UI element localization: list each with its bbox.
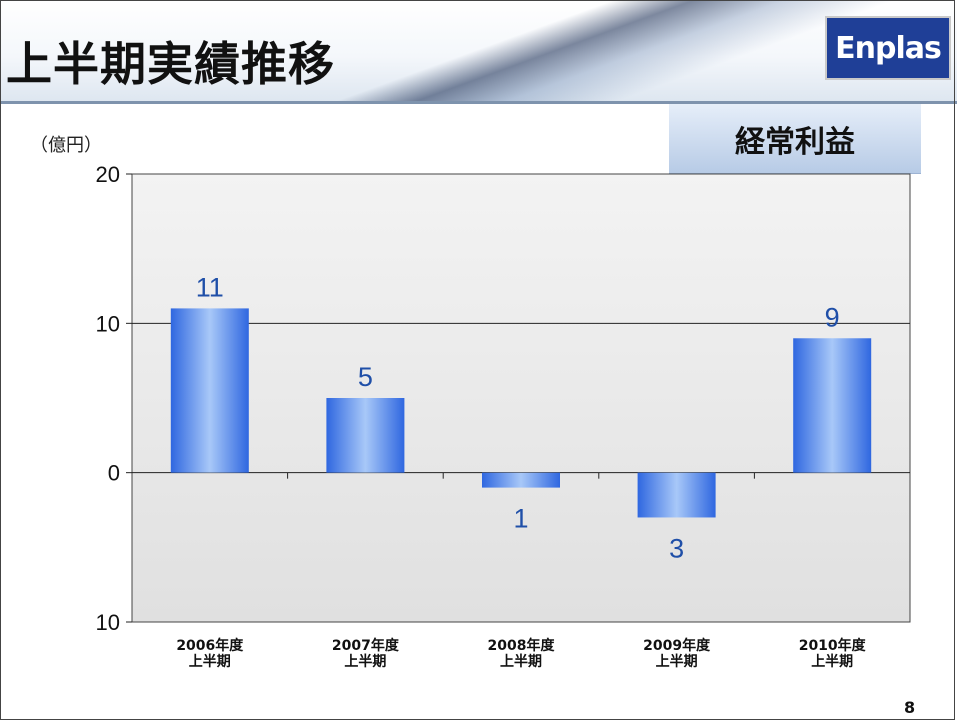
x-category-label: 上半期: [656, 653, 698, 670]
logo-wordmark: Enplas: [835, 30, 942, 66]
y-tick-label: 20: [96, 162, 120, 187]
unit-label: （億円）: [30, 135, 102, 156]
x-category-label: 上半期: [811, 653, 853, 670]
y-tick-label: 0: [108, 461, 120, 486]
title-divider: [0, 101, 957, 104]
data-label: 9: [825, 302, 840, 332]
bar-3: [637, 472, 716, 518]
bar-1: [326, 398, 405, 473]
x-category-label: 上半期: [500, 653, 542, 670]
company-logo: Enplas: [825, 16, 951, 80]
y-tick-label: 10: [96, 610, 120, 635]
data-label: 3: [669, 533, 684, 563]
data-label: 11: [196, 272, 224, 302]
y-tick-label: 10: [96, 311, 120, 336]
x-category-label: 上半期: [344, 653, 386, 670]
data-label: 5: [358, 362, 373, 392]
x-category-label: 2009年度: [643, 637, 711, 654]
x-category-label: 2008年度: [488, 637, 556, 654]
bar-4: [793, 338, 872, 473]
bar-0: [170, 308, 249, 473]
metric-label-box: 経常利益: [669, 104, 921, 174]
page-number: 8: [904, 698, 916, 717]
x-category-label: 2006年度: [176, 637, 244, 654]
x-category-label: 2007年度: [332, 637, 400, 654]
x-category-label: 2010年度: [799, 637, 867, 654]
data-label: 1: [513, 504, 528, 534]
page-title: 上半期実績推移: [6, 37, 335, 91]
bar-2: [482, 472, 560, 488]
plot-area: [131, 173, 911, 623]
x-category-label: 上半期: [189, 653, 231, 670]
